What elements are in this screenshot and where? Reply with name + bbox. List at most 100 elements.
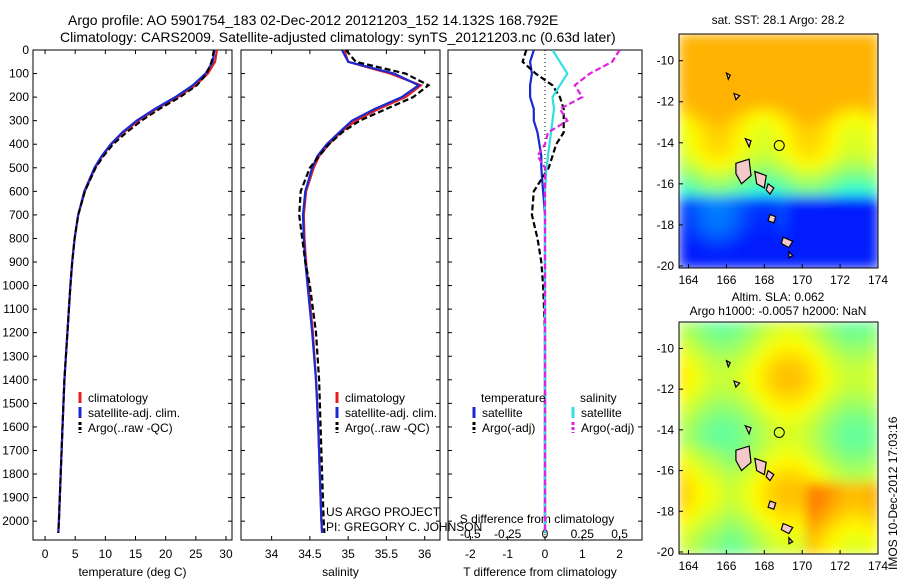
sla-map-field-cell bbox=[679, 366, 689, 377]
temperature-panel: 0100200300400500600700800900100011001200… bbox=[2, 43, 233, 579]
sst-map-field-cell bbox=[796, 142, 807, 152]
sla-map-field-cell bbox=[832, 473, 843, 484]
sla-map-field-cell bbox=[832, 366, 843, 377]
sst-map-field-cell bbox=[832, 169, 843, 179]
sst-map-lat-tick-label: -20 bbox=[657, 259, 675, 273]
sst-map-field-cell bbox=[805, 196, 816, 206]
sst-map-field-cell bbox=[688, 259, 698, 268]
sst-map-field-cell bbox=[769, 223, 780, 233]
sst-map-field-cell bbox=[814, 169, 825, 179]
sla-map-field-cell bbox=[742, 545, 753, 554]
sst-map-field-cell bbox=[679, 241, 689, 251]
sst-map-field-cell bbox=[814, 160, 825, 170]
sla-map-field-cell bbox=[841, 375, 852, 386]
sst-map-field-cell bbox=[697, 97, 708, 107]
sla-map-field-cell bbox=[724, 366, 735, 377]
sst-map-field-cell bbox=[850, 205, 861, 215]
salinity-axes-frame bbox=[240, 49, 441, 541]
sla-map-field-cell bbox=[679, 509, 689, 520]
sst-map-field-cell bbox=[688, 43, 698, 53]
sst-map-field-cell bbox=[733, 88, 744, 98]
sla-map-field-cell bbox=[859, 446, 870, 457]
sla-map-field-cell bbox=[751, 375, 762, 386]
sst-map-field-cell bbox=[796, 151, 807, 161]
sst-map-field-cell bbox=[715, 151, 726, 161]
sst-map-field-cell bbox=[805, 115, 816, 125]
sla-map-field-cell bbox=[679, 455, 689, 466]
sla-map-field-cell bbox=[787, 384, 798, 395]
sst-map-field-cell bbox=[733, 124, 744, 134]
sla-map-field-cell bbox=[715, 446, 726, 457]
sst-map-field-cell bbox=[787, 43, 798, 53]
sst-map-field-cell bbox=[796, 124, 807, 134]
difference-temperature-legend-label-0: satellite bbox=[482, 406, 523, 420]
sst-map-field-cell bbox=[850, 223, 861, 233]
sla-map-field-cell bbox=[706, 509, 717, 520]
sla-map-field-cell bbox=[742, 527, 753, 538]
sla-map-field-cell bbox=[760, 322, 771, 332]
sla-map-island bbox=[733, 380, 741, 389]
sst-map-field-cell bbox=[715, 124, 726, 134]
sla-map-field-cell bbox=[679, 393, 689, 404]
sla-map-field-cell bbox=[733, 348, 744, 359]
sla-map-lat-tick-label: -18 bbox=[657, 504, 675, 518]
sst-map-field-cell bbox=[706, 88, 717, 98]
sst-map-field-cell bbox=[715, 214, 726, 224]
sst-map-field-cell bbox=[787, 70, 798, 80]
sst-map-field-cell bbox=[769, 79, 780, 89]
sla-map-field-cell bbox=[733, 509, 744, 520]
sst-map-field-cell bbox=[724, 79, 735, 89]
sst-map-field-cell bbox=[742, 115, 753, 125]
sla-map-field-cell bbox=[715, 339, 726, 350]
sst-map-field-cell bbox=[733, 79, 744, 89]
sla-map-field-cell bbox=[715, 482, 726, 493]
sla-map-field-cell bbox=[706, 545, 717, 554]
salinity-difference-axis-label: S difference from climatology bbox=[460, 512, 615, 526]
sla-map-field-cell bbox=[688, 509, 698, 520]
sst-map-argo-marker bbox=[773, 139, 785, 151]
sst-map-field-cell bbox=[841, 52, 852, 62]
sst-map-field-cell bbox=[796, 187, 807, 197]
sla-map-field-cell bbox=[769, 473, 780, 484]
sla-map-field-cell bbox=[706, 366, 717, 377]
depth-tick-label: 1200 bbox=[2, 326, 29, 340]
sla-map-field-cell bbox=[859, 411, 870, 422]
sla-map-field-cell bbox=[859, 455, 870, 466]
sla-map-field-cell bbox=[778, 482, 789, 493]
sla-map-field-cell bbox=[769, 464, 780, 475]
sla-map-field-cell bbox=[796, 446, 807, 457]
sla-map-field-cell bbox=[733, 322, 744, 332]
sst-map-field-cell bbox=[751, 223, 762, 233]
sst-map-field-cell bbox=[814, 223, 825, 233]
sst-map-field-cell bbox=[742, 187, 753, 197]
sla-map-field-cell bbox=[805, 420, 816, 431]
sst-map-field-cell bbox=[697, 196, 708, 206]
sst-map-field-cell bbox=[814, 151, 825, 161]
sla-map-field-cell bbox=[679, 322, 689, 332]
sst-map-field-cell bbox=[787, 34, 798, 44]
sla-map-field-cell bbox=[832, 545, 843, 554]
sla-map-field-cell bbox=[778, 545, 789, 554]
sst-map-field-cell bbox=[814, 178, 825, 188]
sst-map-field-cell bbox=[688, 178, 698, 188]
sla-map-field-cell bbox=[841, 438, 852, 448]
sst-map-field-cell bbox=[787, 97, 798, 107]
sst-map-field-cell bbox=[724, 97, 735, 107]
sst-map-island bbox=[733, 92, 741, 101]
sla-map-field-cell bbox=[823, 366, 834, 377]
sla-map-field-cell bbox=[715, 527, 726, 538]
sst-map-field-cell bbox=[859, 61, 870, 71]
sla-map-field-cell bbox=[805, 545, 816, 554]
sst-map-field-cell bbox=[814, 106, 825, 116]
sst-map-field-cell bbox=[796, 34, 807, 44]
sla-map-title: Altim. SLA: 0.062 bbox=[732, 290, 825, 304]
sst-map-field-cell bbox=[769, 124, 780, 134]
sla-map-field-cell bbox=[869, 348, 878, 359]
sst-map-field-cell bbox=[688, 214, 698, 224]
sla-map-field-cell bbox=[823, 527, 834, 538]
sst-map-field-cell bbox=[778, 106, 789, 116]
sla-map-field-cell bbox=[814, 473, 825, 484]
sla-map-field-cell bbox=[859, 464, 870, 475]
sla-map-field-cell bbox=[850, 330, 861, 341]
salinity-series-line-2 bbox=[298, 50, 431, 533]
